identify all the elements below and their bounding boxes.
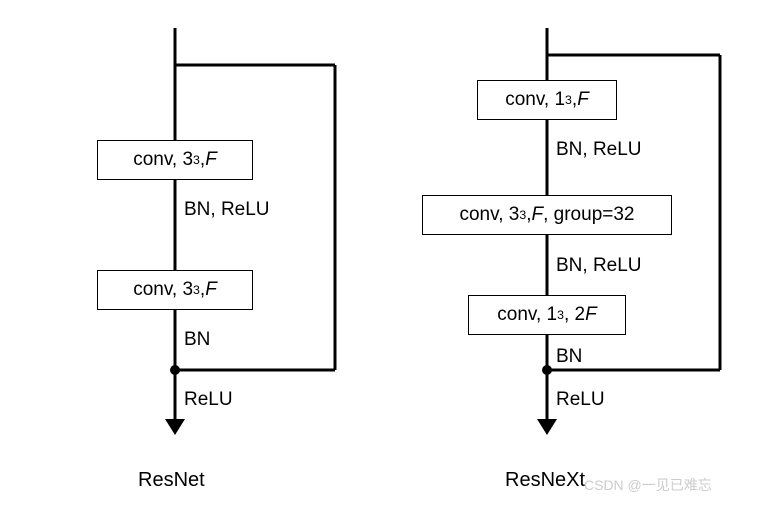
resnet-title: ResNet — [138, 470, 205, 490]
resnet-relu-label: ReLU — [184, 390, 233, 409]
resnext-conv-box-3: conv, 13, 2F — [468, 295, 626, 335]
resnext-bn-relu-label-1: BN, ReLU — [556, 140, 642, 159]
resnet-bn-relu-label-1: BN, ReLU — [184, 200, 270, 219]
resnet-bn-label: BN — [184, 330, 210, 349]
resnext-bn-label: BN — [556, 347, 582, 366]
resnext-conv-box-1: conv, 13, F — [477, 80, 617, 120]
watermark-text: CSDN @一见已难忘 — [584, 478, 712, 492]
resnet-conv-box-2: conv, 33, F — [97, 270, 253, 310]
resnet-conv-box-1: conv, 33, F — [97, 140, 253, 180]
resnext-bn-relu-label-2: BN, ReLU — [556, 256, 642, 275]
resnext-title: ResNeXt — [505, 470, 585, 490]
resnext-conv-box-2: conv, 33, F, group=32 — [422, 195, 672, 235]
diagram-lines — [0, 0, 771, 528]
resnext-relu-label: ReLU — [556, 390, 605, 409]
